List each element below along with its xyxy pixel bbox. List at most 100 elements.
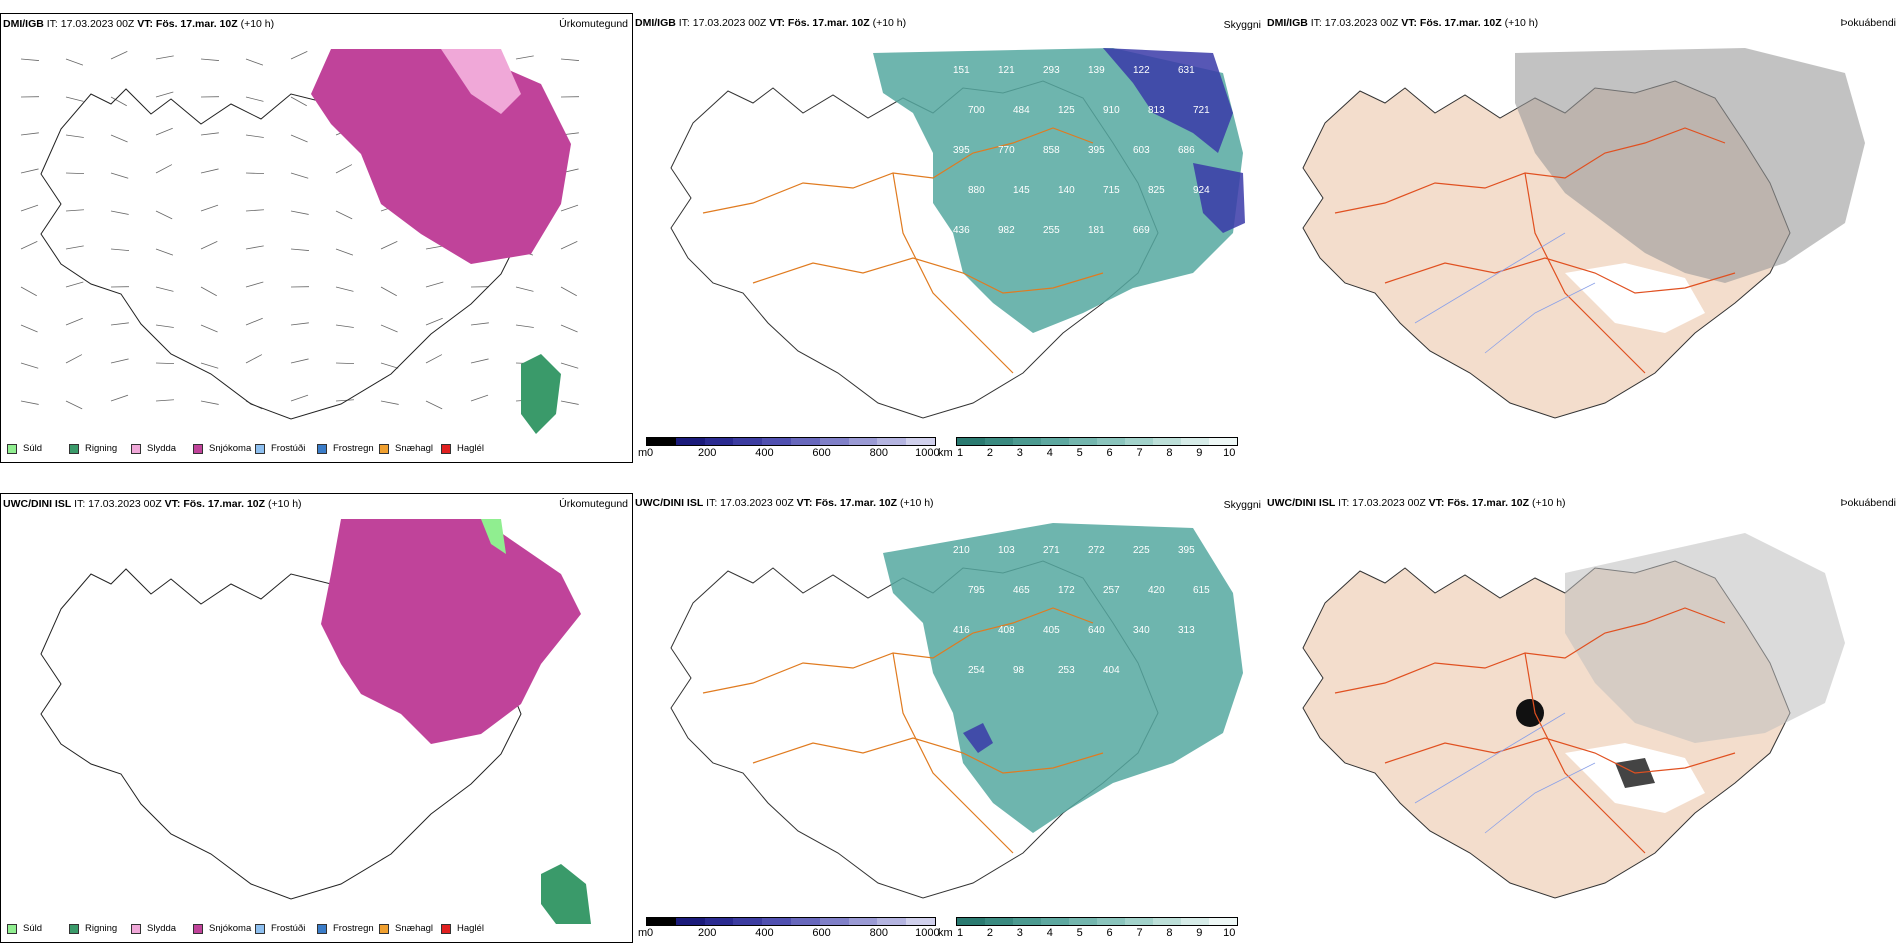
visibility-value-label: 420 <box>1148 585 1165 596</box>
wind-barb <box>335 164 353 174</box>
visibility-unit: km <box>938 447 953 459</box>
fog-map-2 <box>1302 533 1845 899</box>
tick-label: 10 <box>1223 447 1236 459</box>
visibility-colorbar-2: km 1 2 3 4 5 6 7 8 9 10 <box>938 917 1238 941</box>
visibility-value-label: 721 <box>1193 105 1210 116</box>
wind-barb <box>200 204 219 212</box>
visibility-value-label: 408 <box>998 625 1015 636</box>
wind-barb <box>110 96 127 107</box>
wind-barb <box>110 172 129 179</box>
height-unit: m <box>638 927 648 939</box>
wind-barb <box>560 324 578 333</box>
wind-barb <box>245 281 264 288</box>
tick-label: 5 <box>1076 447 1083 459</box>
visibility-value-label: 465 <box>1013 585 1030 596</box>
visibility-value-label: 225 <box>1133 545 1150 556</box>
wind-barb <box>155 362 175 365</box>
wind-barb <box>155 286 174 292</box>
legend-item: Snæhagl <box>379 923 441 934</box>
wind-barb <box>20 400 39 405</box>
wind-barb <box>380 400 399 405</box>
visibility-colorbar-1: km 1 2 3 4 5 6 7 8 9 10 <box>938 437 1238 461</box>
visibility-value-label: 272 <box>1088 545 1105 556</box>
wind-barb <box>335 362 355 365</box>
wind-barb <box>290 322 309 326</box>
visibility-value-label: 145 <box>1013 185 1030 196</box>
wind-barb <box>560 204 579 212</box>
legend-item: Haglél <box>441 443 503 454</box>
wind-barb <box>515 324 534 328</box>
visibility-value-label: 825 <box>1148 185 1165 196</box>
tick-label: 6 <box>1106 447 1113 459</box>
legend-item: Slydda <box>131 443 193 454</box>
panel-parameter: Úrkomutegund <box>559 18 628 30</box>
tick-label: 1000 <box>915 447 940 459</box>
legend-item: Súld <box>7 923 69 934</box>
height-unit: m <box>638 447 648 459</box>
wind-barb <box>155 127 173 136</box>
visibility-unit: km <box>938 927 953 939</box>
visibility-value-label: 813 <box>1148 105 1165 116</box>
tick-label: 2 <box>986 447 993 459</box>
wind-barb <box>290 248 309 251</box>
visibility-value-label: 395 <box>1088 145 1105 156</box>
legend-item: Rigning <box>69 923 131 934</box>
wind-barb <box>290 96 307 107</box>
wind-barb <box>20 204 39 212</box>
visibility-value-label: 770 <box>998 145 1015 156</box>
panel-title: UWC/DINI ISL IT: 17.03.2023 00Z VT: Fös.… <box>3 498 302 510</box>
visibility-value-label: 257 <box>1103 585 1120 596</box>
wind-barb <box>470 394 489 402</box>
legend-item: Súld <box>7 443 69 454</box>
legend-item: Snjókoma <box>193 923 255 934</box>
visibility-value-label: 293 <box>1043 65 1060 76</box>
wind-barb <box>65 281 84 288</box>
tick-label: 600 <box>812 447 831 459</box>
tick-label: 0 <box>646 447 654 459</box>
wind-barb <box>560 362 579 369</box>
wind-barb <box>65 209 84 212</box>
visibility-value-label: 255 <box>1043 225 1060 236</box>
visibility-value-label: 122 <box>1133 65 1150 76</box>
tick-label: 800 <box>869 447 888 459</box>
legend-item: Snæhagl <box>379 443 441 454</box>
wind-barb <box>335 324 354 328</box>
wind-barb <box>155 399 174 402</box>
legend-item: Frostúði <box>255 923 317 934</box>
panel-title: DMI/IGB IT: 17.03.2023 00Z VT: Fös. 17.m… <box>635 17 907 29</box>
visibility-value-label: 103 <box>998 545 1015 556</box>
visibility-value-label: 924 <box>1193 185 1210 196</box>
wind-barb <box>110 134 128 143</box>
visibility-value-label: 669 <box>1133 225 1150 236</box>
tick-label: 3 <box>1016 447 1023 459</box>
wind-barb <box>200 58 219 61</box>
precip-legend: Súld Rigning Slydda Snjókoma Frostúði Fr… <box>7 923 503 934</box>
tick-label: 0 <box>646 927 654 939</box>
wind-barb <box>200 241 218 250</box>
visibility-value-label: 700 <box>968 105 985 116</box>
tick-label: 1000 <box>915 927 940 939</box>
wind-barb <box>425 245 444 250</box>
visibility-value-label: 125 <box>1058 105 1075 116</box>
wind-barb <box>380 241 398 250</box>
tick-label: 1 <box>956 927 964 939</box>
wind-barb <box>515 55 534 60</box>
visibility-value-label: 253 <box>1058 665 1075 676</box>
tick-label: 5 <box>1076 927 1083 939</box>
visibility-value-label: 172 <box>1058 585 1075 596</box>
wind-barb <box>155 248 174 256</box>
wind-barb <box>290 134 308 143</box>
fog-indicator-panel-1: DMI/IGB IT: 17.03.2023 00Z VT: Fös. 17.m… <box>1265 13 1900 463</box>
tick-label: 8 <box>1166 447 1173 459</box>
precip-type-panel-1: DMI/IGB IT: 17.03.2023 00Z VT: Fös. 17.m… <box>0 13 633 463</box>
wind-barb <box>155 164 173 174</box>
wind-barb <box>470 358 489 364</box>
visibility-value-label: 395 <box>1178 545 1195 556</box>
visibility-value-label: 271 <box>1043 545 1060 556</box>
wind-barb <box>380 362 399 369</box>
wind-barb <box>335 248 354 256</box>
tick-label: 200 <box>698 927 717 939</box>
wind-barb <box>65 96 84 102</box>
visibility-value-label: 603 <box>1133 145 1150 156</box>
tick-label: 3 <box>1016 927 1023 939</box>
